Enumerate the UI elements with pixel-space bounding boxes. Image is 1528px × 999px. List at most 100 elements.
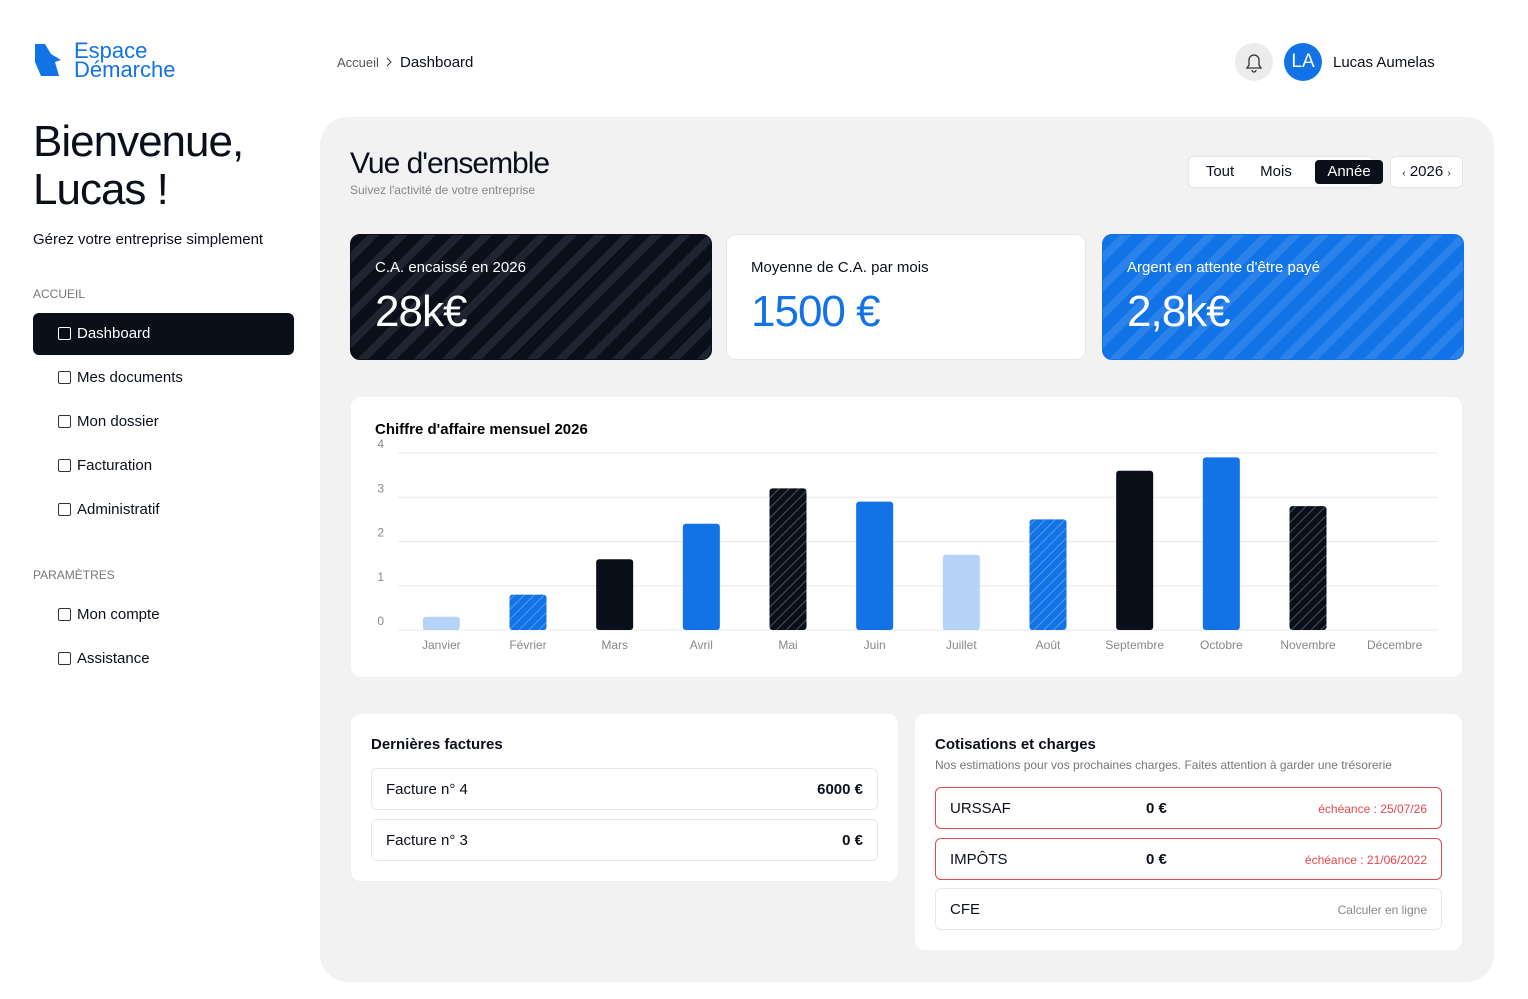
bar bbox=[682, 523, 720, 630]
welcome-line: Bienvenue, bbox=[33, 117, 244, 166]
x-tick-label: Août bbox=[1036, 638, 1061, 652]
bar bbox=[942, 554, 980, 630]
overview-title: Vue d'ensemble bbox=[350, 147, 550, 180]
nav-label: Mes documents bbox=[77, 369, 183, 386]
logo-icon bbox=[35, 44, 61, 76]
nav-label: Assistance bbox=[77, 650, 150, 667]
y-tick-label: 4 bbox=[377, 437, 384, 451]
y-tick-label: 3 bbox=[377, 481, 384, 495]
year: 2026 bbox=[1409, 163, 1444, 180]
x-tick-label: Janvier bbox=[422, 638, 461, 652]
charge-name: URSSAF bbox=[950, 800, 1011, 817]
bar bbox=[1289, 506, 1327, 630]
kpi-label: C.A. encaissé en 2026 bbox=[375, 259, 526, 276]
y-tick-label: 1 bbox=[377, 570, 384, 584]
period-option[interactable]: Mois bbox=[1260, 163, 1292, 180]
kpi-card: Moyenne de C.A. par mois 1500 € bbox=[726, 234, 1086, 360]
charge-due: échéance : 25/07/26 bbox=[1318, 802, 1427, 816]
welcome-title: Bienvenue, Lucas ! bbox=[33, 117, 244, 214]
charge-amount: 0 € bbox=[1146, 800, 1167, 817]
bell-icon bbox=[1245, 54, 1263, 73]
nav-item[interactable]: Mon dossier bbox=[33, 401, 294, 443]
charges-card: Cotisations et charges Nos estimations p… bbox=[915, 714, 1462, 950]
charge-due: échéance : 21/06/2022 bbox=[1304, 852, 1427, 867]
breadcrumb-link[interactable]: Accueil bbox=[337, 55, 379, 70]
year-selector[interactable]: ‹ 2026 › bbox=[1390, 156, 1463, 188]
logo-line: Espace bbox=[74, 38, 148, 63]
charge-row[interactable]: CFE Calculer en ligne bbox=[935, 888, 1442, 930]
charge-name: IMPÔTS bbox=[950, 850, 1008, 868]
kpi-value: 2,8k€ bbox=[1127, 287, 1231, 336]
charge-action[interactable]: Calculer en ligne bbox=[1337, 903, 1427, 917]
nav-section-label: ACCUEIL bbox=[33, 287, 86, 301]
x-tick-label: Mai bbox=[778, 638, 797, 652]
y-tick-label: 2 bbox=[377, 526, 384, 540]
period-toggle: Tout Mois Année bbox=[1188, 156, 1383, 188]
prev-arrow[interactable]: ‹ bbox=[1402, 168, 1406, 179]
charges-subtitle: Nos estimations pour vos prochaines char… bbox=[935, 758, 1392, 772]
bar bbox=[1116, 470, 1154, 630]
invoice-amount: 6000 € bbox=[817, 781, 863, 798]
nav-icon bbox=[58, 459, 71, 472]
nav-item[interactable]: Dashboard bbox=[33, 313, 294, 355]
invoice-row[interactable]: Facture n° 3 0 € bbox=[371, 819, 878, 861]
nav-icon bbox=[58, 503, 71, 516]
x-tick-label: Décembre bbox=[1367, 638, 1423, 652]
nav-item[interactable]: Administratif bbox=[33, 489, 294, 531]
x-tick-label: Novembre bbox=[1280, 638, 1336, 652]
period-option[interactable]: Tout bbox=[1205, 163, 1235, 180]
chart-title: Chiffre d'affaire mensuel 2026 bbox=[375, 421, 588, 438]
charge-row[interactable]: URSSAF 0 € échéance : 25/07/26 bbox=[935, 787, 1442, 829]
invoices-card: Dernières factures Facture n° 4 6000 € Fac… bbox=[351, 714, 898, 881]
bar bbox=[856, 501, 894, 630]
bar bbox=[422, 616, 460, 630]
bar bbox=[1029, 519, 1067, 630]
x-tick-label: Mars bbox=[601, 638, 628, 652]
user-name[interactable]: Lucas Aumelas bbox=[1333, 54, 1435, 71]
charge-name: CFE bbox=[950, 901, 980, 918]
nav-label: Mon compte bbox=[77, 606, 160, 623]
bar bbox=[509, 594, 547, 630]
charges-title: Cotisations et charges bbox=[935, 736, 1096, 753]
nav-item[interactable]: Facturation bbox=[33, 445, 294, 487]
x-tick-label: Avril bbox=[690, 638, 713, 652]
nav-label: Facturation bbox=[77, 457, 153, 474]
breadcrumb-sep bbox=[386, 57, 392, 67]
logo[interactable]: Espace Démarche bbox=[74, 38, 176, 82]
nav-icon bbox=[58, 608, 71, 621]
x-tick-label: Octobre bbox=[1200, 638, 1243, 652]
bar bbox=[596, 559, 634, 630]
kpi-label: Moyenne de C.A. par mois bbox=[751, 259, 929, 276]
overview-subtitle: Suivez l'activité de votre entreprise bbox=[350, 183, 536, 197]
bar bbox=[769, 488, 807, 630]
avatar[interactable]: LA bbox=[1284, 43, 1322, 81]
nav-icon bbox=[58, 652, 71, 665]
y-tick-label: 0 bbox=[377, 614, 384, 628]
kpi-value: 28k€ bbox=[375, 287, 467, 336]
nav-icon bbox=[58, 415, 71, 428]
invoice-amount: 0 € bbox=[842, 832, 863, 849]
x-tick-label: Juillet bbox=[946, 638, 977, 652]
invoice-label: Facture n° 3 bbox=[386, 832, 468, 849]
nav-section-label: PARAMÈTRES bbox=[33, 568, 115, 582]
nav-item[interactable]: Assistance bbox=[33, 638, 294, 680]
period-option[interactable]: Année bbox=[1315, 160, 1383, 184]
nav-item[interactable]: Mes documents bbox=[33, 357, 294, 399]
invoice-row[interactable]: Facture n° 4 6000 € bbox=[371, 768, 878, 810]
notifications[interactable] bbox=[1235, 43, 1273, 81]
nav-item[interactable]: Mon compte bbox=[33, 594, 294, 636]
x-tick-label: Juin bbox=[864, 638, 886, 652]
next-arrow[interactable]: › bbox=[1447, 168, 1451, 179]
x-tick-label: Février bbox=[509, 638, 546, 652]
logo-line: Démarche bbox=[74, 57, 176, 82]
kpi-card: Argent en attente d'être payé 2,8k€ bbox=[1102, 234, 1464, 360]
invoices-title: Dernières factures bbox=[371, 736, 503, 753]
charge-row[interactable]: IMPÔTS 0 € échéance : 21/06/2022 bbox=[935, 837, 1442, 880]
nav-label: Administratif bbox=[77, 501, 160, 518]
x-tick-label: Septembre bbox=[1105, 638, 1164, 652]
charge-amount: 0 € bbox=[1146, 850, 1167, 868]
welcome-line: Lucas ! bbox=[33, 165, 169, 214]
bar bbox=[1202, 457, 1240, 630]
